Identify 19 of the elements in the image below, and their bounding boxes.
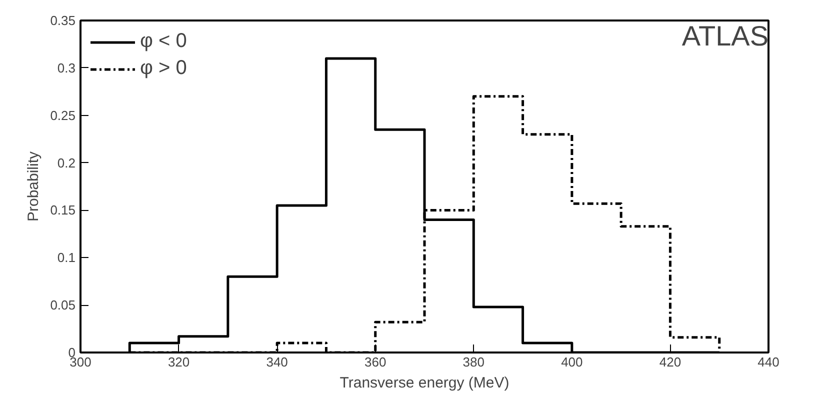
y-tick-label: 0.35 (50, 13, 76, 28)
x-tick-label: 440 (758, 354, 780, 370)
x-tick-label: 380 (462, 354, 484, 370)
y-tick-label: 0.2 (57, 155, 76, 170)
y-tick-label: 0.1 (57, 250, 76, 266)
y-axis-title: Probability (25, 150, 42, 222)
x-tick-label: 400 (561, 354, 583, 370)
y-tick-label: 0.05 (50, 298, 76, 313)
legend-label: φ > 0 (140, 57, 187, 80)
x-tick-label: 360 (364, 354, 386, 370)
y-tick-label: 0.25 (50, 108, 76, 123)
x-tick-label: 320 (168, 354, 190, 370)
y-tick-label: 0.3 (57, 60, 76, 76)
legend-label: φ < 0 (140, 30, 187, 53)
x-tick-label: 420 (659, 354, 682, 370)
annotation: ATLAS (682, 20, 768, 52)
y-tick-label: 0.15 (50, 202, 76, 218)
x-axis-title: Transverse energy (MeV) (340, 374, 510, 392)
x-tick-label: 340 (266, 354, 288, 370)
